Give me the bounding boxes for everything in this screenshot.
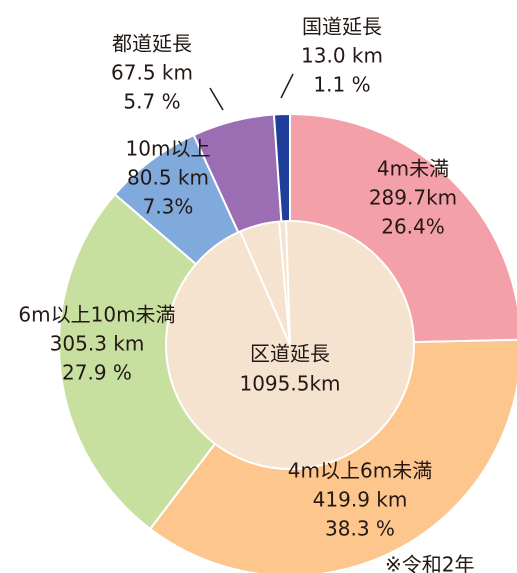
slice-label: 都道延長: [112, 32, 192, 56]
note: ※令和2年: [385, 553, 474, 573]
percent-label: 5.7 %: [123, 90, 180, 114]
leader-line: [209, 87, 224, 111]
value-label: 67.5 km: [111, 61, 193, 85]
percent-label: 27.9 %: [62, 361, 132, 385]
slice-label: 6m以上10m未満: [18, 303, 175, 327]
slice-label: 国道延長: [302, 15, 382, 39]
inner-divider: [285, 220, 291, 346]
center-title: 区道延長: [250, 342, 330, 366]
slice-label: 4m以上6m未満: [288, 459, 432, 483]
slice-label: 4m未満: [377, 157, 449, 181]
value-label: 13.0 km: [301, 44, 383, 68]
leader-line: [280, 73, 294, 99]
center-text: 1095.5km: [239, 372, 340, 396]
slice-label: 10m以上: [126, 137, 211, 161]
inner-divider: [239, 230, 291, 346]
percent-label: 38.3 %: [325, 517, 395, 541]
value-label: 80.5 km: [127, 166, 209, 190]
percent-label: 1.1 %: [313, 73, 370, 97]
percent-label: 7.3%: [143, 195, 194, 219]
percent-label: 26.4%: [381, 215, 445, 239]
value-label: 419.9 km: [313, 488, 408, 512]
value-label: 305.3 km: [50, 332, 145, 356]
inner-divider: [278, 220, 291, 346]
value-label: 289.7km: [369, 186, 457, 210]
